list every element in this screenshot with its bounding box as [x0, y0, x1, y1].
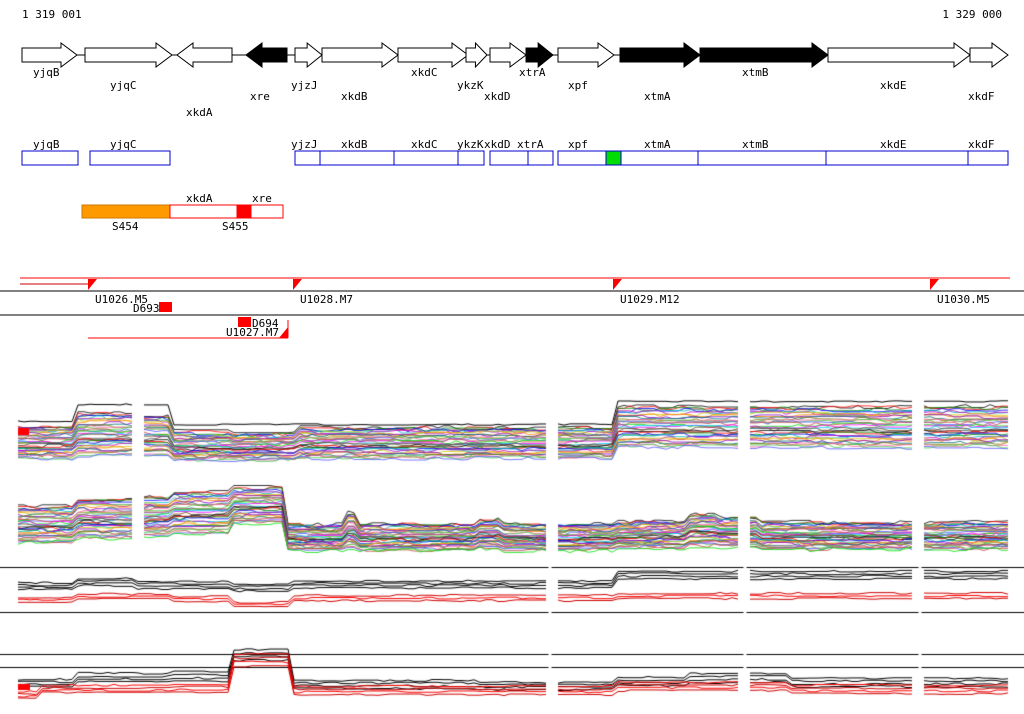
region-label-xkdD: xkdD [484, 138, 511, 151]
gene-arrow-yjqC[interactable] [84, 42, 173, 68]
feature-label-D693: D693 [133, 302, 160, 315]
feature-box-D694[interactable] [238, 317, 251, 327]
gene-label-xkdE: xkdE [880, 79, 907, 92]
gene-arrow-yjqB[interactable] [21, 42, 78, 68]
region-label-xtmB: xtmB [742, 138, 769, 151]
region-label-xpf: xpf [568, 138, 588, 151]
gene-arrow-xpf[interactable] [557, 42, 615, 68]
probe-label-S455: S455 [222, 220, 249, 233]
gene-arrow-xtrA[interactable] [525, 41, 554, 69]
gene-label-xkdF: xkdF [968, 90, 995, 103]
region-segment-xkdF[interactable] [967, 150, 1009, 166]
region-segment-ykzK[interactable] [457, 150, 485, 166]
region-label-xkdE: xkdE [880, 138, 907, 151]
feature-flag-U1030.M5[interactable] [930, 279, 939, 290]
feature-flag-U1028.M7[interactable] [293, 279, 302, 290]
gene-label-xkdD: xkdD [484, 90, 511, 103]
feature-label-U1028.M7: U1028.M7 [300, 293, 353, 306]
region-label-xtrA: xtrA [517, 138, 544, 151]
region-label-yjqC: yjqC [110, 138, 137, 151]
gene-label-xre: xre [250, 90, 270, 103]
region-label-yjqB: yjqB [33, 138, 60, 151]
region-label-xkdB: xkdB [341, 138, 368, 151]
feature-label-U1029.M12: U1029.M12 [620, 293, 680, 306]
gene-label-xkdB: xkdB [341, 90, 368, 103]
region-segment-xtmA[interactable] [620, 150, 699, 166]
probe-segment-2[interactable] [236, 204, 252, 219]
region-segment-xkdD[interactable] [489, 150, 529, 166]
probe-label-S454: S454 [112, 220, 139, 233]
probe-segment-1[interactable] [169, 204, 238, 219]
gene-arrow-xkdC[interactable] [397, 42, 469, 68]
region-segment-xkdE[interactable] [825, 150, 969, 166]
gene-label-xtmA: xtmA [644, 90, 671, 103]
gene-arrow-yjzJ[interactable] [294, 41, 323, 69]
region-segment-green-marker[interactable] [605, 150, 622, 166]
gene-label-xkdA: xkdA [186, 106, 213, 119]
gene-arrow-ykzK[interactable] [465, 41, 488, 69]
region-segment-xpf[interactable] [557, 150, 607, 166]
region-label-xkdF: xkdF [968, 138, 995, 151]
region-segment-xtrA[interactable] [527, 150, 554, 166]
feature-flag-U1027.M7[interactable] [279, 327, 288, 338]
feature-label-U1026.M5: U1026.M5 [95, 293, 148, 306]
region-segment-xkdB[interactable] [319, 150, 395, 166]
ruler-left-coordinate: 1 319 001 [22, 8, 82, 21]
gene-arrow-xkdB[interactable] [321, 42, 399, 68]
region-segment-yjzJ[interactable] [294, 150, 321, 166]
feature-box-D693[interactable] [159, 302, 172, 312]
gene-label-xkdC: xkdC [411, 66, 438, 79]
gene-label-xpf: xpf [568, 79, 588, 92]
feature-label-D694: D694 [252, 317, 279, 330]
gene-label-xtmB: xtmB [742, 66, 769, 79]
region-label-ykzK: ykzK [457, 138, 484, 151]
gene-arrow-xre[interactable] [245, 42, 288, 68]
probe-segment-3[interactable] [250, 204, 284, 219]
region-segment-yjqB[interactable] [21, 150, 79, 166]
region-segment-xtmB[interactable] [697, 150, 827, 166]
gene-label-ykzK: ykzK [457, 79, 484, 92]
gene-label-xtrA: xtrA [519, 66, 546, 79]
gene-label-yjzJ: yjzJ [291, 79, 318, 92]
gene-arrow-xkdF[interactable] [969, 42, 1009, 68]
gene-arrow-xtmB[interactable] [699, 42, 829, 68]
region-label-xtmA: xtmA [644, 138, 671, 151]
ruler-right-coordinate: 1 329 000 [942, 8, 1002, 21]
feature-label-U1027.M7: U1027.M7 [226, 326, 279, 339]
region-segment-xkdC[interactable] [393, 150, 459, 166]
probe-label-xre: xre [252, 192, 272, 205]
region-label-xkdC: xkdC [411, 138, 438, 151]
feature-flag-U1026.M5[interactable] [88, 279, 97, 290]
feature-label-U1030.M5: U1030.M5 [937, 293, 990, 306]
region-label-yjzJ: yjzJ [291, 138, 318, 151]
region-segment-yjqC[interactable] [89, 150, 171, 166]
gene-label-yjqC: yjqC [110, 79, 137, 92]
probe-segment-0[interactable] [81, 204, 171, 219]
gene-arrow-xkdA[interactable] [176, 42, 233, 68]
gene-arrow-xkdE[interactable] [827, 42, 971, 68]
gene-label-yjqB: yjqB [33, 66, 60, 79]
feature-flag-U1029.M12[interactable] [613, 279, 622, 290]
gene-arrow-xkdD[interactable] [489, 42, 527, 68]
probe-label-xkdA: xkdA [186, 192, 213, 205]
gene-arrow-xtmA[interactable] [619, 42, 701, 68]
